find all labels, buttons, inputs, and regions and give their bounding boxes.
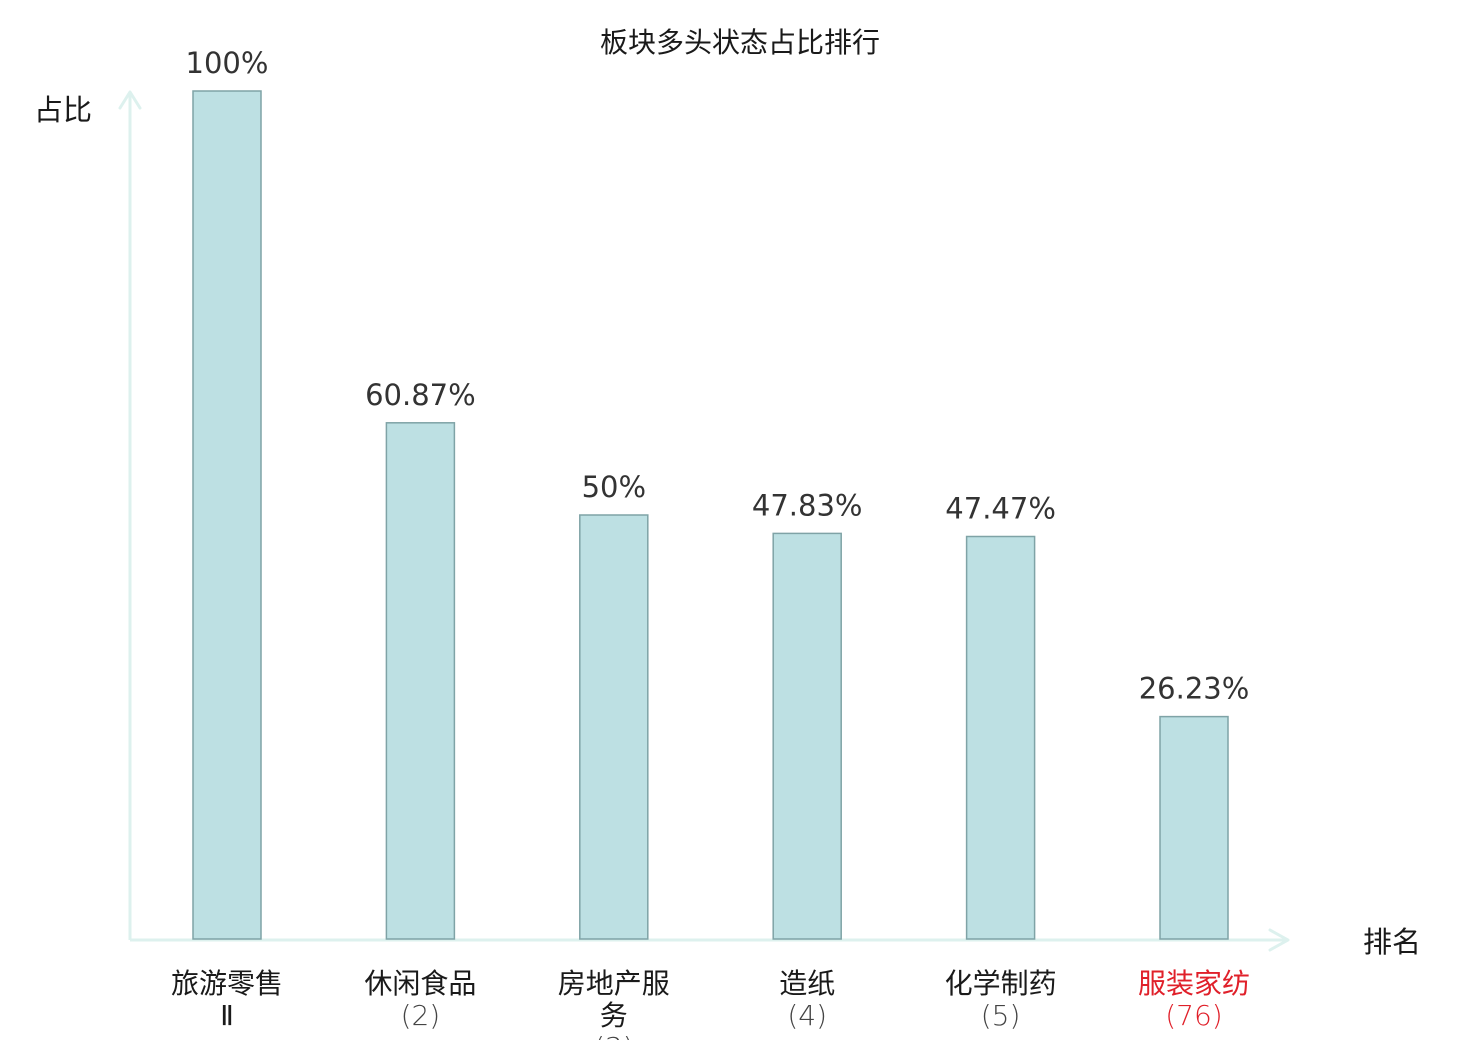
value-label-2: 60.87% bbox=[365, 378, 476, 412]
x-axis-arrowhead bbox=[1268, 928, 1290, 952]
value-label-3: 50% bbox=[582, 470, 646, 504]
x-tick-label-2: 休闲食品(2) bbox=[364, 967, 476, 1032]
bar-3 bbox=[579, 514, 649, 940]
value-labels-group: 100% 60.87% 50% 47.83% 47.47% 26.23% bbox=[186, 46, 1250, 706]
value-label-1: 100% bbox=[186, 46, 269, 80]
x-tick-label-3: 房地产服务(3) bbox=[558, 967, 670, 1040]
x-tick-label-6: 服装家纺(76) bbox=[1138, 967, 1250, 1032]
x-tick-label-5: 化学制药(5) bbox=[945, 967, 1057, 1032]
bar-1 bbox=[192, 90, 262, 940]
value-label-6: 26.23% bbox=[1139, 672, 1250, 706]
value-label-5: 47.47% bbox=[945, 492, 1056, 526]
x-tick-label-4: 造纸(4) bbox=[779, 967, 835, 1032]
bar-4 bbox=[772, 532, 842, 940]
bar-2 bbox=[385, 422, 456, 940]
y-axis-title: 占比 bbox=[34, 93, 92, 127]
bar-6 bbox=[1159, 715, 1229, 940]
value-label-4: 47.83% bbox=[752, 488, 863, 522]
y-axis-arrowhead bbox=[118, 90, 142, 110]
x-axis-title: 排名 bbox=[1363, 925, 1421, 959]
bar-5 bbox=[965, 535, 1036, 940]
chart-title: 板块多头状态占比排行 bbox=[600, 26, 880, 59]
axes bbox=[118, 90, 1290, 952]
bars-group bbox=[192, 90, 1229, 940]
x-tick-label-1: 旅游零售 Ⅱ bbox=[171, 967, 283, 1032]
